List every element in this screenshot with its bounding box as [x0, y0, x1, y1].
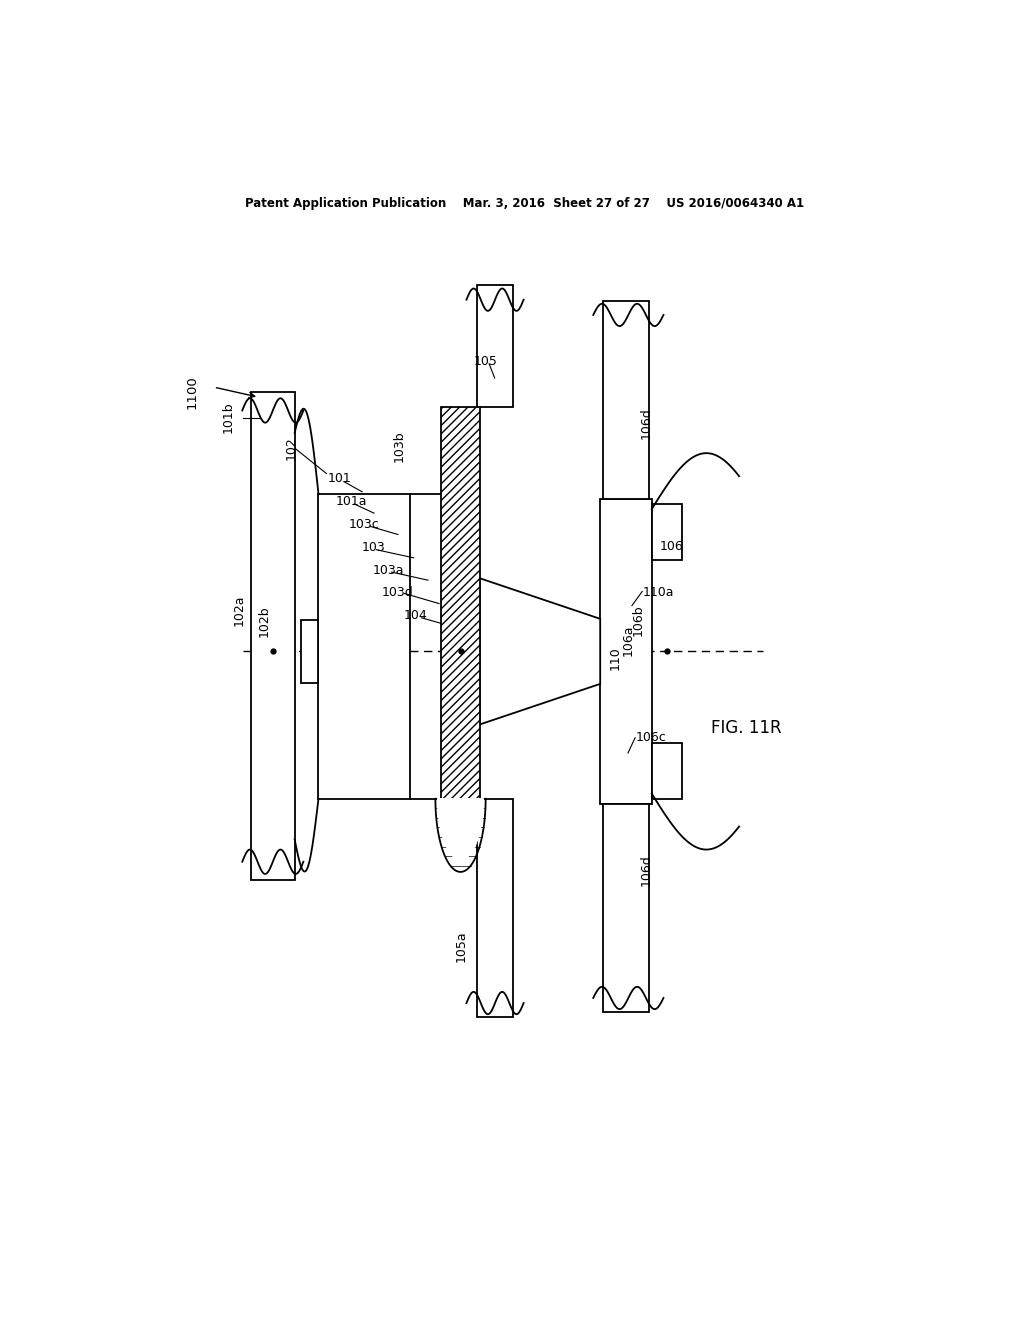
Text: 106c: 106c — [636, 731, 667, 744]
Text: 106: 106 — [659, 540, 683, 553]
Bar — [602, 804, 649, 1012]
Text: 101b: 101b — [221, 401, 234, 433]
Text: 105a: 105a — [455, 931, 468, 962]
Text: FIG. 11R: FIG. 11R — [712, 718, 782, 737]
Polygon shape — [437, 799, 483, 859]
Polygon shape — [479, 578, 600, 725]
Bar — [251, 392, 295, 880]
Bar — [651, 504, 682, 560]
Text: 104: 104 — [403, 610, 427, 622]
Bar — [477, 285, 513, 408]
Bar — [651, 743, 682, 799]
Text: 103c: 103c — [348, 517, 379, 531]
Bar — [477, 799, 513, 1018]
Text: 102b: 102b — [257, 605, 270, 636]
Bar — [600, 499, 651, 804]
Bar — [301, 620, 318, 682]
Text: 103d: 103d — [382, 586, 414, 599]
Text: Patent Application Publication    Mar. 3, 2016  Sheet 27 of 27    US 2016/006434: Patent Application Publication Mar. 3, 2… — [245, 197, 805, 210]
Text: 1100: 1100 — [185, 375, 198, 409]
Text: 110a: 110a — [643, 586, 675, 599]
Text: 106d: 106d — [640, 854, 653, 886]
Text: 102: 102 — [285, 436, 298, 459]
Text: 103b: 103b — [392, 430, 406, 462]
Text: 105: 105 — [474, 355, 498, 368]
Text: 103a: 103a — [373, 564, 403, 577]
Bar — [318, 494, 410, 799]
Bar — [441, 408, 479, 799]
Text: 106b: 106b — [632, 605, 645, 636]
Text: 102a: 102a — [232, 595, 246, 627]
Bar — [602, 301, 649, 499]
Text: 106d: 106d — [640, 407, 653, 438]
Text: 101: 101 — [328, 473, 351, 484]
Text: 110: 110 — [609, 647, 622, 671]
Text: 106a: 106a — [622, 624, 635, 656]
Text: 101a: 101a — [336, 495, 368, 508]
Text: 103: 103 — [362, 541, 386, 554]
